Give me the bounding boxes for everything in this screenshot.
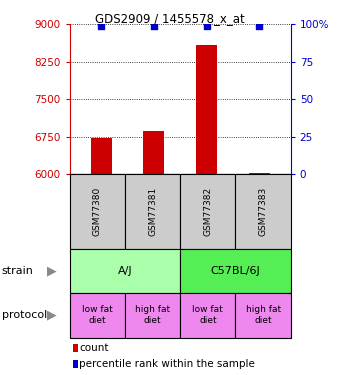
Text: protocol: protocol: [2, 310, 47, 320]
Text: ▶: ▶: [47, 309, 57, 321]
Text: A/J: A/J: [118, 266, 132, 276]
Text: ▶: ▶: [47, 264, 57, 278]
Text: strain: strain: [2, 266, 34, 276]
Text: high fat
diet: high fat diet: [245, 305, 280, 325]
Point: [99, 23, 104, 29]
Text: low fat
diet: low fat diet: [192, 305, 223, 325]
Point: [204, 23, 209, 29]
Bar: [249, 173, 270, 174]
Text: GDS2909 / 1455578_x_at: GDS2909 / 1455578_x_at: [95, 12, 245, 25]
Text: C57BL/6J: C57BL/6J: [210, 266, 260, 276]
Text: low fat
diet: low fat diet: [82, 305, 113, 325]
Bar: [91, 138, 112, 174]
Point: [256, 23, 262, 29]
Point: [151, 23, 157, 29]
Text: GSM77382: GSM77382: [203, 187, 212, 236]
Text: percentile rank within the sample: percentile rank within the sample: [79, 359, 255, 369]
Text: GSM77383: GSM77383: [259, 187, 268, 237]
Bar: [143, 131, 165, 174]
Text: GSM77380: GSM77380: [93, 187, 102, 237]
Text: high fat
diet: high fat diet: [135, 305, 170, 325]
Text: count: count: [79, 343, 108, 353]
Bar: [196, 45, 217, 174]
Text: GSM77381: GSM77381: [148, 187, 157, 237]
